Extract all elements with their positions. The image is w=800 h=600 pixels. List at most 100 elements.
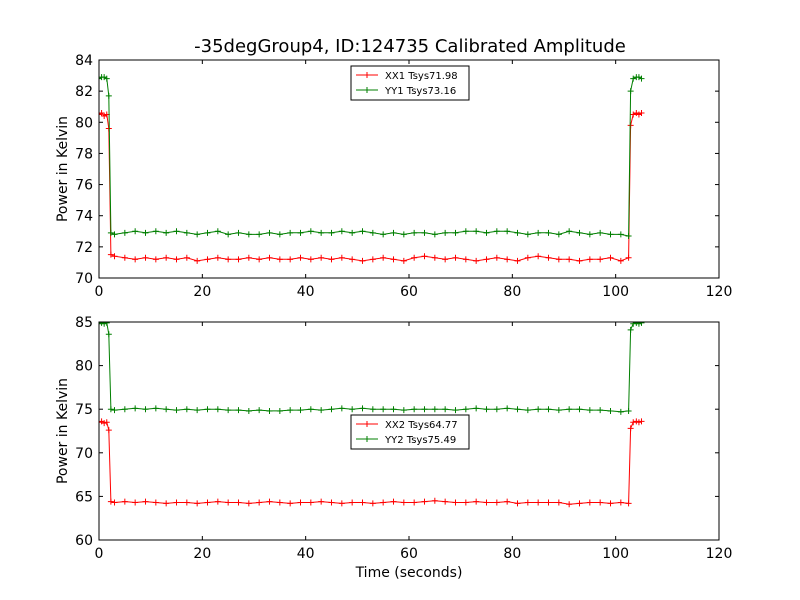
data-point [132, 499, 139, 506]
y-tick-label: 65 [75, 489, 93, 505]
data-point [411, 229, 418, 236]
data-point [390, 498, 397, 505]
x-axis-label: Time (seconds) [355, 565, 463, 581]
data-point [318, 229, 325, 236]
data-point [99, 419, 102, 426]
data-point [627, 326, 634, 333]
data-point [421, 498, 428, 505]
data-point [431, 231, 438, 238]
data-point [276, 407, 283, 414]
data-point [245, 254, 252, 261]
data-point [473, 228, 480, 235]
data-point [204, 256, 211, 263]
data-point [338, 254, 345, 261]
data-point [633, 418, 640, 425]
data-point [111, 231, 118, 238]
y-tick-label: 72 [75, 240, 93, 256]
data-point [545, 499, 552, 506]
data-point [630, 111, 637, 118]
data-point [462, 228, 469, 235]
data-point [194, 231, 201, 238]
data-point [256, 256, 263, 263]
data-point [635, 419, 642, 426]
data-point [173, 499, 180, 506]
y-tick-label: 74 [75, 209, 93, 225]
data-point [194, 257, 201, 264]
data-point [152, 228, 159, 235]
data-point [607, 407, 614, 414]
data-point [163, 406, 170, 413]
data-point [287, 500, 294, 507]
y-tick-label: 85 [75, 315, 93, 331]
data-point [105, 427, 112, 434]
data-point [524, 254, 531, 261]
data-point [103, 75, 110, 82]
data-point [638, 109, 645, 116]
y-tick-label: 76 [75, 178, 93, 194]
data-point [99, 109, 105, 116]
data-point [307, 406, 314, 413]
data-point [617, 499, 624, 506]
data-point [256, 407, 263, 414]
series-line-1 [99, 112, 642, 262]
data-point [152, 405, 159, 412]
x-tick-label: 120 [706, 284, 733, 300]
data-point [297, 229, 304, 236]
data-point [266, 229, 273, 236]
x-tick-label: 20 [193, 284, 211, 300]
y-tick-label: 78 [75, 146, 93, 162]
data-point [380, 254, 387, 261]
data-point [535, 499, 542, 506]
data-point [266, 407, 273, 414]
data-point [535, 253, 542, 260]
data-point [442, 229, 449, 236]
data-point [105, 92, 112, 99]
data-point [235, 229, 242, 236]
x-tick-label: 60 [400, 546, 418, 562]
top-panel: 0 20 40 60 80 100 120 70 72 74 76 78 80 82 84 Power in … [55, 53, 732, 300]
data-point [204, 406, 211, 413]
data-point [380, 231, 387, 238]
y-tick-label: 80 [75, 115, 93, 131]
data-point [452, 499, 459, 506]
x-tick-label: 40 [297, 284, 315, 300]
data-point [607, 500, 614, 507]
data-point [276, 256, 283, 263]
data-point [630, 75, 637, 82]
x-tick-label: 0 [95, 284, 104, 300]
data-point [555, 499, 562, 506]
y-tick-label: 82 [75, 84, 93, 100]
data-point [99, 75, 102, 82]
data-point [586, 499, 593, 506]
data-point [318, 498, 325, 505]
y-tick-label: 75 [75, 402, 93, 418]
data-point [103, 322, 110, 326]
data-point [411, 499, 418, 506]
data-point [328, 499, 335, 506]
data-point [638, 322, 645, 326]
chart-title: -35degGroup4, ID:124735 Calibrated Ampli… [194, 36, 626, 57]
data-point [256, 231, 263, 238]
legend-marker [364, 87, 370, 93]
data-point [390, 406, 397, 413]
data-point [524, 231, 531, 238]
data-point [121, 406, 128, 413]
data-point [245, 231, 252, 238]
data-point [576, 406, 583, 413]
data-point [338, 405, 345, 412]
data-point [473, 498, 480, 505]
legend-label: YY1 Tsys73.16 [384, 86, 456, 97]
data-point [555, 231, 562, 238]
data-point [617, 257, 624, 264]
x-tick-label: 80 [503, 284, 521, 300]
data-point [442, 498, 449, 505]
data-point [514, 406, 521, 413]
data-point [204, 499, 211, 506]
series-line-2 [99, 76, 642, 237]
legend-marker [364, 72, 370, 78]
bottom-panel: 0 20 40 60 80 100 120 60 65 70 75 80 85 Power in Kelv… [55, 315, 732, 581]
legend-label: XX1 Tsys71.98 [385, 71, 458, 82]
data-point [297, 499, 304, 506]
data-point [297, 407, 304, 414]
